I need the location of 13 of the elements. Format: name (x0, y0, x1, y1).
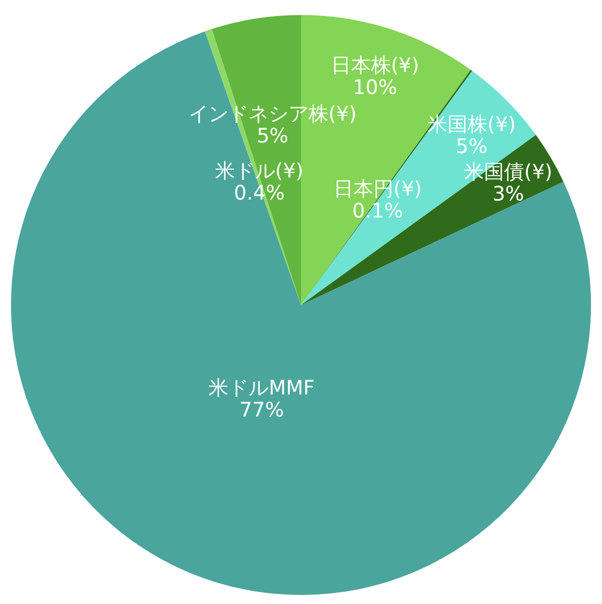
pie-slice (301, 134, 564, 305)
slice-label: インドネシア株(¥) (188, 102, 357, 126)
slice-label: 米ドル(¥) (215, 158, 304, 182)
data-label: 3% (492, 182, 524, 206)
data-label: 77% (240, 398, 284, 422)
slice-label: 日本株(¥) (330, 52, 420, 77)
slice-label: 米ドルMMF (208, 376, 315, 400)
data-label: 5% (456, 134, 488, 158)
data-label: 0.4% (234, 180, 285, 204)
data-label: 10% (352, 74, 398, 99)
data-label: 5% (256, 124, 288, 148)
pie-slice (11, 31, 590, 595)
slice-label: 米国債(¥) (464, 160, 552, 184)
